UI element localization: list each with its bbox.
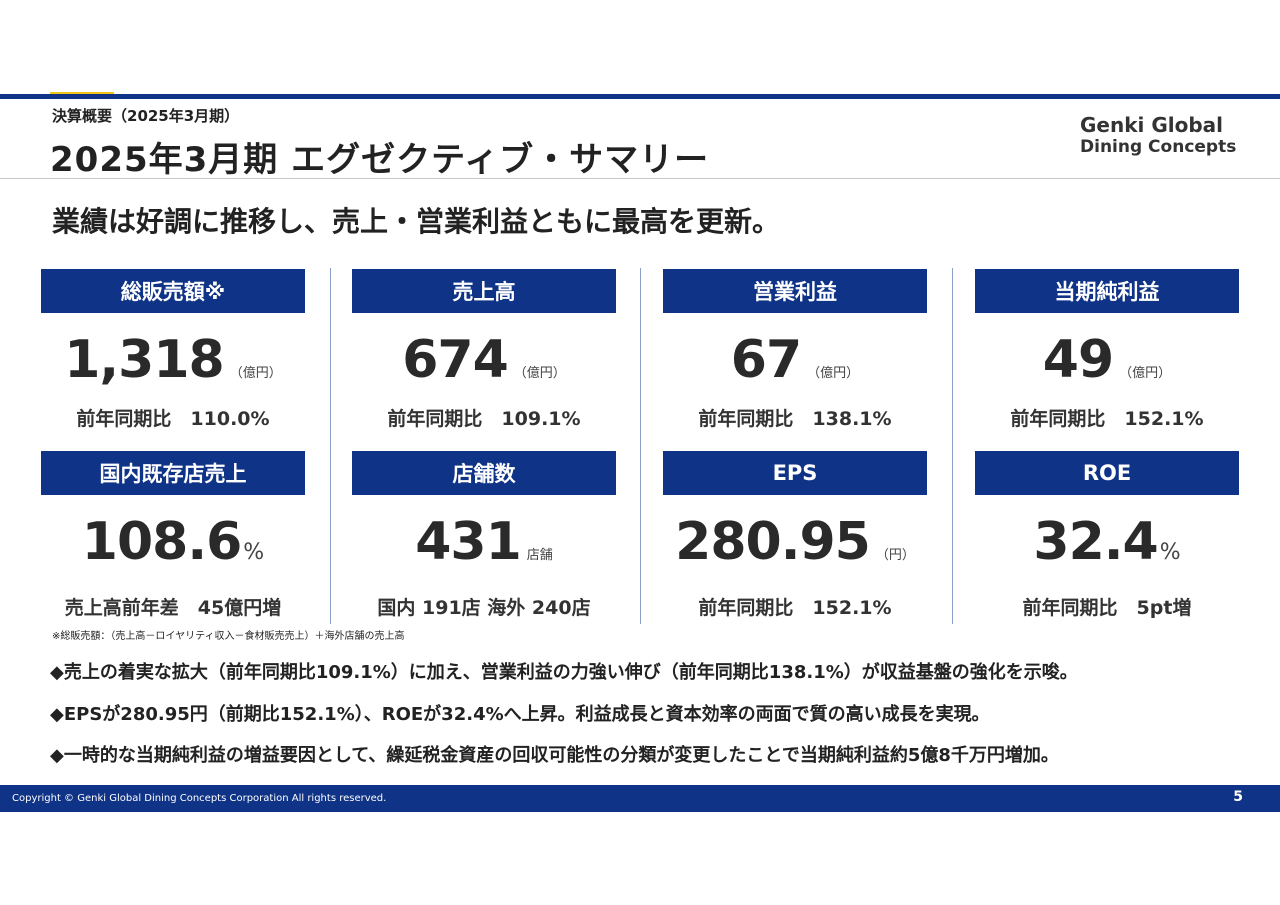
card-value: 1,318 bbox=[64, 330, 224, 390]
card-value-row: 674 （億円） bbox=[352, 330, 616, 390]
card-subtext: 売上高前年差 45億円増 bbox=[64, 597, 282, 619]
footnote: ※総販売額：（売上高－ロイヤリティ収入－食材販売売上）＋海外店舗の売上高 bbox=[52, 631, 405, 642]
logo-line-1: Genki Global bbox=[1080, 113, 1224, 137]
card-value: 431 bbox=[415, 512, 522, 572]
header-divider bbox=[0, 178, 1280, 179]
card-unit: % bbox=[1159, 540, 1181, 565]
card-unit: % bbox=[243, 540, 265, 565]
card-subtext: 前年同期比 152.1% bbox=[698, 597, 892, 619]
card-unit: （億円） bbox=[513, 366, 566, 381]
summary-bullet: ◆EPSが280.95円（前期比152.1%）、ROEが32.4%へ上昇。利益成… bbox=[50, 704, 990, 725]
card-value-row: 67 （億円） bbox=[663, 330, 927, 390]
page-title: 2025年3月期 エグゼクティブ・サマリー bbox=[50, 140, 710, 180]
card-subtext: 国内 191店 海外 240店 bbox=[377, 597, 591, 619]
card-value: 108.6 bbox=[81, 512, 242, 572]
section-subtitle: 決算概要（2025年3月期） bbox=[52, 107, 240, 125]
card-subtext: 前年同期比 152.1% bbox=[1010, 408, 1204, 430]
company-logo: Genki Global Dining Concepts bbox=[1080, 114, 1250, 158]
summary-bullet: ◆一時的な当期純利益の増益要因として、繰延税金資産の回収可能性の分類が変更したこ… bbox=[50, 745, 1059, 766]
column-divider bbox=[952, 268, 953, 624]
card-value-row: 1,318 （億円） bbox=[41, 330, 305, 390]
card-title-roe: ROE bbox=[975, 451, 1239, 495]
card-unit: （億円） bbox=[229, 366, 282, 381]
card-subtext: 前年同期比 5pt増 bbox=[1022, 597, 1192, 619]
card-title-net-income: 当期純利益 bbox=[975, 269, 1239, 313]
card-value-row: 431 店舗 bbox=[352, 512, 616, 572]
card-value-row: 108.6% bbox=[41, 512, 305, 572]
card-subtext: 前年同期比 138.1% bbox=[698, 408, 892, 430]
card-value: 32.4 bbox=[1033, 512, 1158, 572]
card-value-row: 280.95 （円） bbox=[663, 512, 927, 572]
logo-line-2: Dining Concepts bbox=[1080, 137, 1237, 157]
card-subtext: 前年同期比 109.1% bbox=[387, 408, 581, 430]
card-title-existing-store-sales: 国内既存店売上 bbox=[41, 451, 305, 495]
card-title-total-sales: 総販売額※ bbox=[41, 269, 305, 313]
card-value: 49 bbox=[1042, 330, 1114, 390]
card-unit: 店舗 bbox=[526, 548, 553, 563]
card-unit: （億円） bbox=[807, 366, 860, 381]
card-value: 280.95 bbox=[675, 512, 871, 572]
card-title-eps: EPS bbox=[663, 451, 927, 495]
page-number: 5 bbox=[1233, 789, 1243, 805]
card-value: 67 bbox=[730, 330, 802, 390]
column-divider bbox=[640, 268, 641, 624]
card-unit: （億円） bbox=[1119, 366, 1172, 381]
card-title-operating-profit: 営業利益 bbox=[663, 269, 927, 313]
card-title-store-count: 店舗数 bbox=[352, 451, 616, 495]
card-value-row: 32.4% bbox=[975, 512, 1239, 572]
footer-bar: Copyright © Genki Global Dining Concepts… bbox=[0, 785, 1280, 812]
card-unit: （円） bbox=[875, 548, 915, 563]
card-title-revenue: 売上高 bbox=[352, 269, 616, 313]
column-divider bbox=[330, 268, 331, 624]
header-rule bbox=[0, 94, 1280, 99]
card-value-row: 49 （億円） bbox=[975, 330, 1239, 390]
summary-bullet: ◆売上の着実な拡大（前年同期比109.1%）に加え、営業利益の力強い伸び（前年同… bbox=[50, 662, 1078, 683]
headline: 業績は好調に推移し、売上・営業利益ともに最高を更新。 bbox=[52, 205, 781, 238]
card-value: 674 bbox=[402, 330, 509, 390]
card-subtext: 前年同期比 110.0% bbox=[76, 408, 270, 430]
copyright: Copyright © Genki Global Dining Concepts… bbox=[12, 793, 387, 804]
